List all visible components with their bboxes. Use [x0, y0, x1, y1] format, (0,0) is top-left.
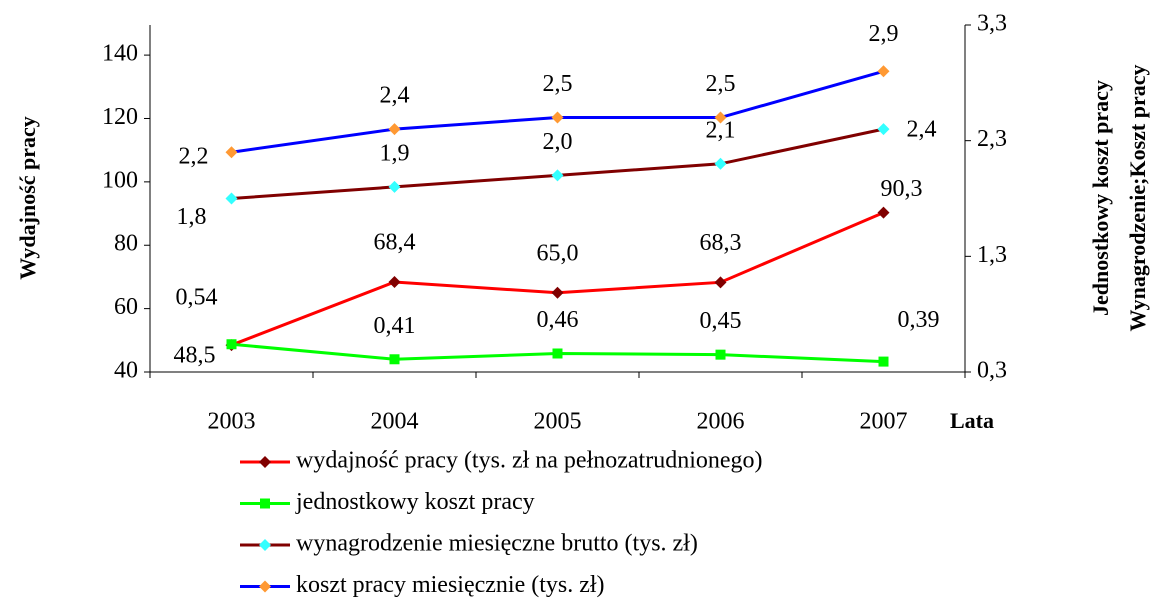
- marker: [388, 276, 401, 289]
- y-tick-label: 100: [102, 167, 138, 193]
- y2-tick-label: 0,3: [977, 358, 1007, 384]
- marker: [260, 498, 270, 509]
- y2-tick-label: 2,3: [977, 126, 1007, 152]
- marker: [715, 349, 726, 360]
- marker: [877, 65, 890, 78]
- data-label: 1,8: [177, 204, 207, 230]
- marker: [714, 111, 727, 124]
- marker: [259, 580, 271, 593]
- x-tick-label: 2006: [697, 409, 745, 435]
- data-label: 0,46: [537, 307, 579, 333]
- legend-label: wynagrodzenie miesięczne brutto (tys. zł…: [296, 531, 698, 557]
- data-label: 2,5: [706, 71, 736, 97]
- x-axis-title: Lata: [950, 408, 994, 433]
- data-label: 65,0: [537, 240, 579, 266]
- data-label: 2,9: [869, 21, 899, 47]
- data-label: 68,4: [374, 230, 416, 256]
- data-label: 2,0: [543, 129, 573, 155]
- marker: [714, 276, 727, 289]
- data-label: 0,39: [898, 307, 940, 333]
- data-label: 0,45: [700, 308, 742, 334]
- data-label: 2,4: [907, 117, 937, 143]
- marker: [551, 169, 564, 182]
- x-tick-label: 2005: [534, 409, 582, 435]
- marker: [552, 348, 563, 359]
- data-label: 0,41: [374, 313, 416, 339]
- marker: [259, 539, 271, 551]
- marker: [551, 286, 564, 299]
- marker: [877, 206, 890, 219]
- x-tick-label: 2003: [208, 409, 256, 435]
- y-tick-label: 140: [102, 41, 138, 67]
- y-axis-title: Wydajność pracy: [15, 116, 40, 280]
- marker: [259, 456, 271, 468]
- y2-axis-title: Jednostkowy koszt pracy: [1088, 80, 1113, 316]
- y2-tick-label: 1,3: [977, 242, 1007, 268]
- data-label: 2,2: [179, 144, 209, 170]
- y-tick-label: 60: [114, 294, 138, 320]
- data-label: 90,3: [881, 176, 923, 202]
- marker: [226, 339, 237, 350]
- data-label: 2,4: [380, 83, 410, 109]
- legend-label: wydajność pracy (tys. zł na pełnozatrudn…: [296, 448, 763, 474]
- legend-label: jednostkowy koszt pracy: [295, 489, 535, 515]
- y2-tick-label: 3,3: [977, 11, 1007, 37]
- marker: [225, 146, 238, 159]
- y-tick-label: 120: [102, 104, 138, 130]
- data-label: 2,5: [543, 71, 573, 97]
- marker: [877, 123, 890, 136]
- marker: [389, 354, 400, 365]
- data-label: 68,3: [700, 230, 742, 256]
- y-tick-label: 80: [114, 231, 138, 257]
- marker: [225, 192, 238, 205]
- data-label: 48,5: [174, 343, 216, 369]
- legend-label: koszt pracy miesięcznie (tys. zł): [296, 572, 605, 598]
- marker: [551, 111, 564, 124]
- data-label: 0,54: [176, 285, 218, 311]
- x-tick-label: 2007: [860, 409, 908, 435]
- marker: [714, 157, 727, 170]
- marker: [878, 356, 889, 367]
- y2-axis-title: Wynagrodzenie;Koszt pracy: [1125, 64, 1150, 331]
- data-label: 1,9: [380, 140, 410, 166]
- marker: [388, 180, 401, 193]
- marker: [388, 123, 401, 136]
- y-tick-label: 40: [114, 358, 138, 384]
- x-tick-label: 2004: [371, 409, 419, 435]
